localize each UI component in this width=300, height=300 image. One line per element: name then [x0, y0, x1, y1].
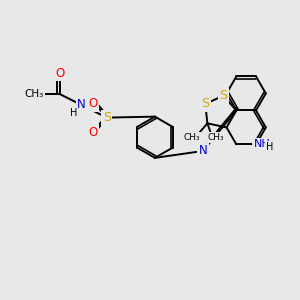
Text: H: H [266, 142, 273, 152]
Text: NH: NH [254, 140, 270, 149]
Text: O: O [88, 126, 98, 139]
Text: S: S [201, 97, 209, 110]
Text: O: O [88, 98, 98, 110]
Text: O: O [55, 67, 64, 80]
Text: CH₃: CH₃ [25, 89, 44, 99]
Text: S: S [219, 89, 227, 102]
Text: CH₃: CH₃ [183, 133, 200, 142]
Text: N: N [77, 98, 86, 111]
Text: CH₃: CH₃ [208, 133, 224, 142]
Text: N: N [199, 145, 207, 158]
Text: S: S [103, 111, 111, 124]
Text: H: H [70, 108, 77, 118]
